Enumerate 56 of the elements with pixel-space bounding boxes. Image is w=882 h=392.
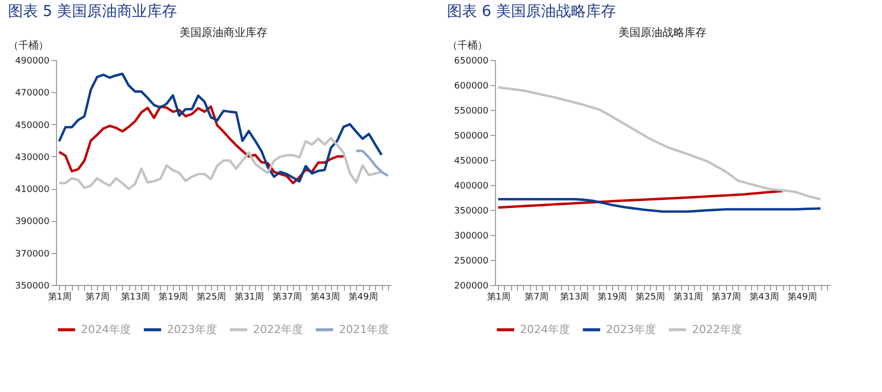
x-tick-label: 第19周 (158, 292, 188, 302)
y-axis-title: （千桶） (448, 40, 488, 52)
legend-label: 2021年度 (339, 322, 389, 336)
y-tick-label: 390000 (15, 217, 50, 228)
x-tick-label: 第7周 (86, 292, 110, 302)
x-tick-label: 第37周 (272, 292, 302, 302)
y-tick-label: 200000 (454, 282, 489, 292)
legend-label: 2024年度 (520, 322, 570, 336)
y-tick-label: 350000 (454, 206, 489, 216)
y-tick-label: 470000 (15, 88, 50, 99)
y-tick-label: 490000 (15, 56, 50, 66)
y-tick-label: 300000 (454, 232, 489, 242)
x-tick-label: 第25周 (636, 292, 666, 302)
x-tick-label: 第43周 (749, 292, 779, 302)
legend-label: 2023年度 (167, 322, 217, 336)
y-tick-label: 650000 (454, 56, 489, 66)
y-tick-label: 450000 (15, 120, 50, 131)
line-series (496, 198, 822, 213)
y-tick-label: 500000 (454, 132, 489, 142)
y-tick-label: 350000 (15, 282, 50, 292)
legend-label: 2023年度 (606, 322, 656, 336)
legend-label: 2024年度 (81, 322, 131, 336)
x-tick-label: 第13周 (560, 292, 590, 302)
line-series (58, 136, 383, 190)
x-tick-label: 第49周 (348, 292, 378, 302)
x-tick-label: 第37周 (711, 292, 741, 302)
x-tick-label: 第49周 (787, 292, 817, 302)
y-tick-label: 450000 (454, 156, 489, 166)
x-tick-label: 第1周 (48, 292, 72, 302)
chart-title: 图表 6 美国原油战略库存 (447, 2, 616, 20)
x-tick-label: 第31周 (234, 292, 264, 302)
y-tick-label: 600000 (454, 82, 489, 92)
line-series (58, 105, 345, 184)
line-series (496, 190, 784, 209)
y-tick-label: 410000 (15, 185, 50, 196)
legend-label: 2022年度 (253, 322, 303, 336)
x-tick-label: 第1周 (486, 292, 511, 302)
x-tick-label: 第25周 (196, 292, 226, 302)
legend-label: 2022年度 (692, 322, 742, 336)
line-series (58, 72, 383, 183)
x-tick-label: 第19周 (598, 292, 628, 302)
chart-subtitle: 美国原油商业库存 (180, 26, 268, 39)
y-tick-label: 250000 (454, 256, 489, 266)
y-tick-label: 430000 (15, 152, 50, 163)
line-series (355, 150, 390, 177)
chart-subtitle: 美国原油战略库存 (618, 26, 706, 39)
x-tick-label: 第7周 (524, 292, 548, 302)
y-axis-title: （千桶） (8, 40, 48, 52)
chart-title: 图表 5 美国原油商业库存 (8, 2, 178, 20)
x-tick-label: 第43周 (310, 292, 340, 302)
y-tick-label: 370000 (15, 249, 50, 260)
y-tick-label: 400000 (454, 182, 489, 192)
x-tick-label: 第13周 (120, 292, 150, 302)
x-tick-label: 第31周 (674, 292, 704, 302)
y-tick-label: 550000 (454, 106, 489, 116)
line-series (496, 86, 822, 200)
